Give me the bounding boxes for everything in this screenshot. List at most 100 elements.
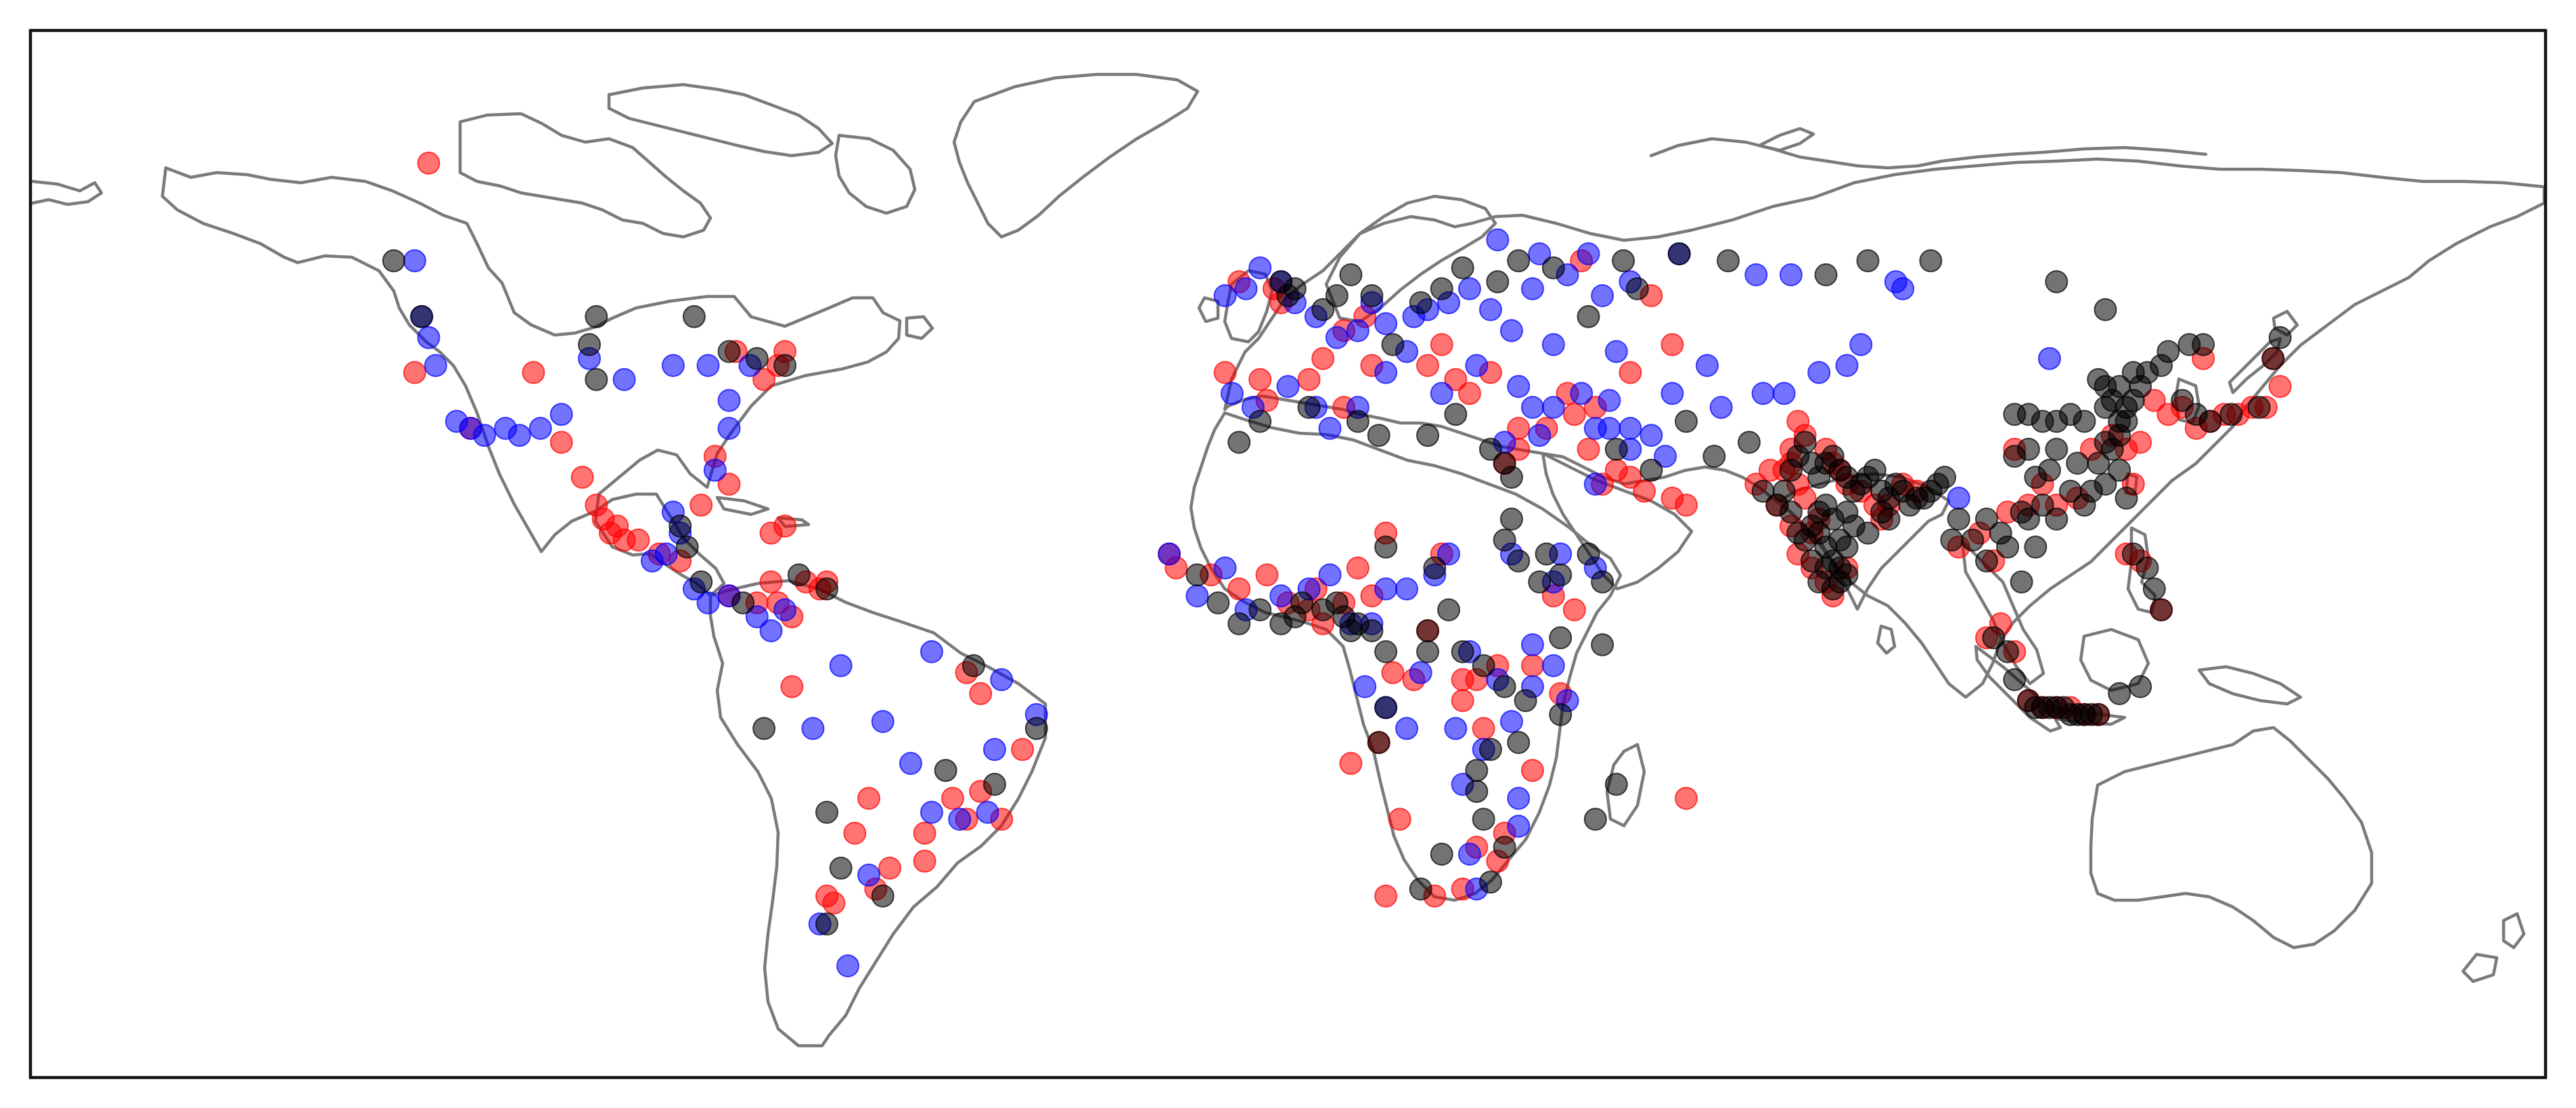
scatter-point: [982, 738, 1006, 761]
scatter-point: [1591, 284, 1614, 307]
coastline-greenland: [952, 72, 1200, 239]
coastline-new-zealand: [2461, 912, 2526, 983]
scatter-point: [1549, 703, 1573, 726]
scatter-point: [815, 912, 838, 936]
scatter-point: [1667, 242, 1691, 265]
scatter-point: [1437, 598, 1460, 621]
scatter-point: [549, 403, 573, 426]
scatter-point: [1024, 717, 1048, 740]
scatter-point: [1793, 487, 1817, 510]
scatter-point: [2121, 389, 2145, 412]
scatter-point: [745, 605, 769, 629]
scatter-point: [612, 368, 636, 391]
scatter-point: [522, 361, 545, 384]
scatter-point: [1451, 689, 1474, 713]
scatter-point: [2031, 493, 2054, 517]
scatter-point: [2198, 409, 2222, 433]
scatter-point: [1478, 298, 1502, 322]
scatter-point: [1311, 347, 1335, 370]
scatter-point: [2108, 458, 2131, 482]
coastline-arctic-russia: [1649, 137, 2208, 170]
scatter-point: [1290, 591, 1314, 615]
scatter-point: [640, 549, 664, 573]
scatter-point: [1507, 375, 1531, 398]
scatter-point: [1835, 535, 1859, 559]
scatter-point: [1856, 521, 1880, 545]
scatter-point: [1612, 249, 1635, 273]
scatter-point: [1248, 256, 1272, 280]
scatter-point: [1227, 430, 1251, 454]
scatter-point: [759, 570, 783, 594]
scatter-point: [1297, 395, 1321, 419]
scatter-point: [1458, 382, 1481, 405]
scatter-point: [2100, 389, 2124, 412]
scatter-point: [1213, 284, 1237, 307]
scatter-point: [2037, 347, 2061, 370]
scatter-point: [1409, 291, 1432, 315]
scatter-point: [1996, 535, 2019, 559]
scatter-point: [1744, 263, 1768, 286]
scatter-point: [2177, 333, 2201, 357]
scatter-point: [752, 717, 776, 740]
scatter-point: [1213, 556, 1237, 580]
scatter-point: [1507, 786, 1531, 810]
scatter-point: [1549, 626, 1573, 650]
coastline-north-america: [160, 166, 902, 598]
scatter-point: [1604, 340, 1628, 363]
scatter-point: [1975, 549, 1998, 573]
scatter-point: [1206, 591, 1230, 615]
scatter-point: [878, 856, 901, 880]
scatter-point: [2129, 675, 2152, 699]
scatter-point: [1478, 437, 1502, 461]
scatter-point: [1353, 675, 1377, 699]
scatter-point: [1283, 277, 1307, 301]
scatter-point: [1562, 403, 1586, 426]
scatter-point: [1388, 807, 1411, 831]
scatter-point: [2010, 500, 2033, 524]
scatter-point: [1430, 333, 1453, 357]
scatter-point: [1940, 528, 1964, 552]
coastline-arctic-islands: [458, 112, 713, 239]
scatter-point: [1374, 535, 1398, 559]
scatter-point: [1465, 780, 1489, 803]
scatter-point: [2115, 487, 2138, 510]
coastline-indochina: [1960, 539, 2046, 686]
scatter-point: [1675, 409, 1698, 433]
scatter-point: [2003, 403, 2027, 426]
coastline-europe: [1223, 157, 2546, 699]
scatter-point: [1849, 333, 1873, 357]
scatter-point: [703, 458, 727, 482]
scatter-point: [1465, 759, 1489, 782]
scatter-point: [1675, 786, 1698, 810]
scatter-point: [661, 354, 685, 377]
scatter-point: [2045, 270, 2069, 294]
scatter-point: [549, 430, 573, 454]
scatter-point: [1499, 466, 1523, 489]
scatter-point: [1598, 389, 1621, 412]
scatter-point: [1856, 249, 1880, 273]
scatter-point: [1779, 500, 1803, 524]
scatter-point: [1807, 361, 1831, 384]
scatter-point: [2094, 472, 2117, 496]
scatter-point: [1234, 277, 1258, 301]
scatter-point: [1339, 263, 1363, 286]
scatter-point: [1919, 249, 1943, 273]
scatter-point: [773, 354, 797, 377]
scatter-point: [1374, 884, 1398, 908]
scatter-point: [1570, 382, 1594, 405]
scatter-point: [1437, 542, 1460, 566]
scatter-point: [1499, 507, 1523, 531]
scatter-point: [1416, 424, 1439, 447]
scatter-point: [1346, 409, 1370, 433]
scatter-point: [1772, 382, 1796, 405]
scatter-point: [1227, 612, 1251, 636]
scatter-point: [1458, 277, 1481, 301]
scatter-point: [759, 619, 783, 642]
scatter-point: [2150, 598, 2173, 621]
scatter-point: [1185, 563, 1209, 587]
scatter-point: [1220, 382, 1244, 405]
scatter-point: [815, 577, 838, 601]
scatter-point: [717, 472, 741, 496]
scatter-point: [2003, 668, 2027, 692]
scatter-point: [2087, 703, 2110, 726]
